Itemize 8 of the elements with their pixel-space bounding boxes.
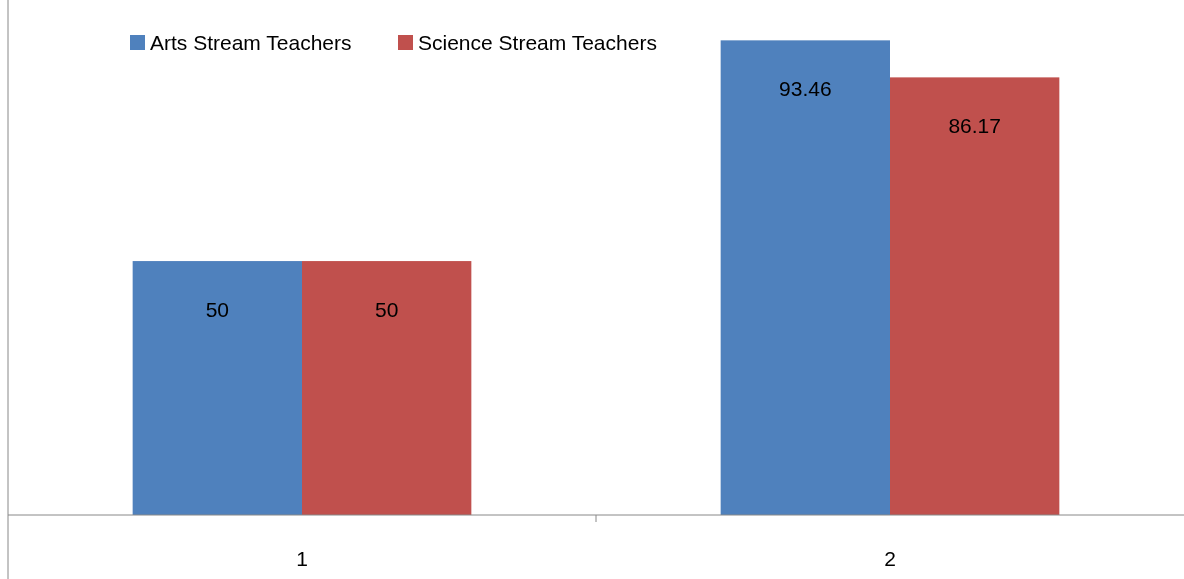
legend-label: Arts Stream Teachers <box>150 31 352 54</box>
data-label: 93.46 <box>779 77 832 101</box>
x-tick-label: 2 <box>884 547 896 570</box>
data-label: 86.17 <box>948 114 1001 138</box>
data-label: 50 <box>205 298 230 322</box>
data-label: 50 <box>374 298 399 322</box>
legend-label: Science Stream Teachers <box>418 31 657 54</box>
x-tick-label: 1 <box>296 547 308 570</box>
